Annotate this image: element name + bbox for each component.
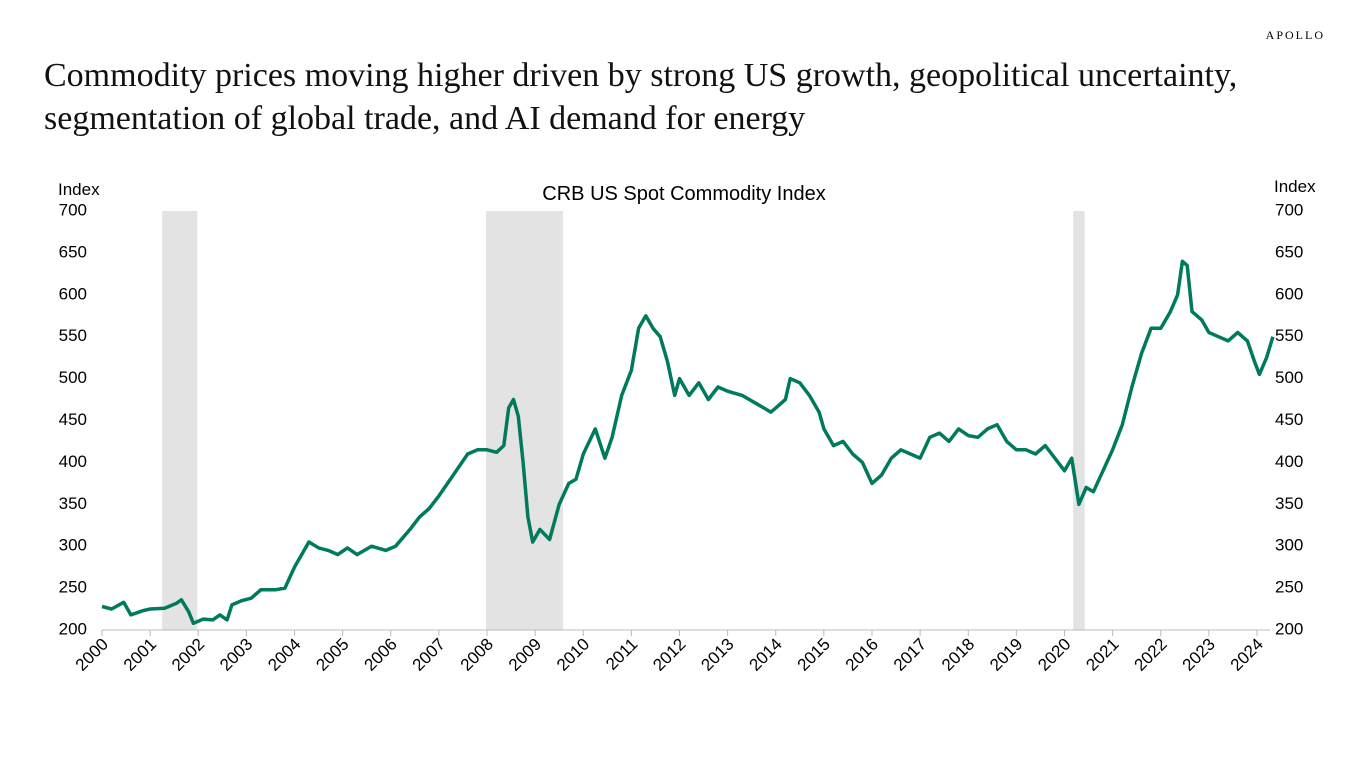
y2-tick-label: 250	[1275, 578, 1303, 597]
y2-tick-label: 300	[1275, 536, 1303, 555]
x-tick-label: 2005	[312, 635, 352, 675]
x-tick-label: 2024	[1227, 635, 1267, 675]
x-tick-label: 2022	[1131, 635, 1171, 675]
x-tick-label: 2020	[1034, 635, 1074, 675]
x-tick-label: 2017	[890, 635, 930, 675]
y2-tick-label: 700	[1275, 200, 1303, 219]
y2-tick-label: 350	[1275, 494, 1303, 513]
x-tick-label: 2002	[168, 635, 208, 675]
index-line	[101, 259, 1275, 626]
x-tick-label: 2016	[842, 635, 882, 675]
recession-band	[486, 211, 564, 630]
y2-tick-label: 500	[1275, 368, 1303, 387]
headline: Commodity prices moving higher driven by…	[44, 57, 1237, 94]
x-tick-label: 2001	[120, 635, 160, 675]
x-tick-label: 2021	[1082, 635, 1122, 675]
y2-axis-label: Index	[1274, 177, 1316, 196]
x-tick-label: 2008	[457, 635, 497, 675]
y2-tick-label: 450	[1275, 410, 1303, 429]
x-tick-label: 2003	[216, 635, 256, 675]
x-tick-label: 2012	[649, 635, 689, 675]
y-tick-label: 600	[59, 284, 87, 303]
x-tick-label: 2007	[409, 635, 449, 675]
y2-tick-label: 650	[1275, 242, 1303, 261]
x-tick-label: 2004	[264, 635, 304, 675]
y2-tick-label: 600	[1275, 284, 1303, 303]
y-tick-label: 200	[59, 619, 87, 638]
y-tick-label: 450	[59, 410, 87, 429]
y-tick-label: 250	[59, 578, 87, 597]
x-tick-label: 2023	[1179, 635, 1219, 675]
headline: segmentation of global trade, and AI dem…	[44, 100, 805, 137]
y-tick-label: 350	[59, 494, 87, 513]
x-tick-label: 2014	[746, 635, 786, 675]
y2-tick-label: 200	[1275, 619, 1303, 638]
y-tick-label: 400	[59, 452, 87, 471]
x-tick-label: 2006	[361, 635, 401, 675]
y2-tick-label: 550	[1275, 326, 1303, 345]
brand: APOLLO	[1266, 28, 1325, 42]
y-tick-label: 500	[59, 368, 87, 387]
x-tick-label: 2011	[602, 635, 641, 674]
y-tick-label: 650	[59, 242, 87, 261]
recession-band	[162, 211, 198, 630]
x-tick-label: 2018	[938, 635, 978, 675]
y2-tick-label: 400	[1275, 452, 1303, 471]
x-tick-label: 2015	[794, 635, 834, 675]
chart-title: CRB US Spot Commodity Index	[542, 183, 825, 205]
x-tick-label: 2000	[72, 635, 112, 675]
y-tick-label: 550	[59, 326, 87, 345]
recession-band	[1073, 211, 1085, 630]
y-axis-label: Index	[58, 180, 100, 199]
y-tick-label: 700	[59, 200, 87, 219]
x-tick-label: 2013	[697, 635, 737, 675]
y-tick-label: 300	[59, 536, 87, 555]
x-tick-label: 2009	[505, 635, 545, 675]
x-tick-label: 2019	[986, 635, 1026, 675]
shading-layer	[162, 211, 1085, 630]
x-tick-label: 2010	[553, 635, 593, 675]
